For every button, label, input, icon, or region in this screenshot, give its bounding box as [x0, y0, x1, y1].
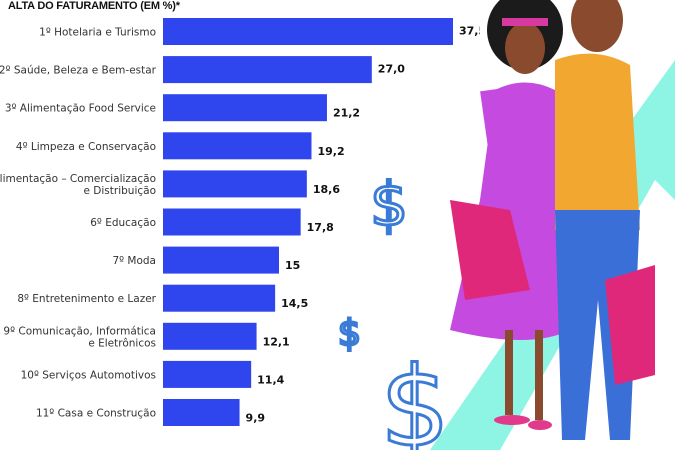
data-label: 17,8 — [307, 221, 334, 234]
category-label: 2º Saúde, Beleza e Bem-estar — [0, 65, 157, 77]
bar — [163, 284, 276, 312]
bar — [163, 18, 453, 45]
data-label: 19,2 — [317, 145, 344, 158]
data-label: 37,5 — [459, 25, 480, 38]
growth-arrow-icon — [430, 60, 675, 450]
chart-title: ALTA DO FATURAMENTO (EM %)* — [8, 0, 180, 12]
bar — [163, 246, 279, 274]
data-label: 15 — [285, 259, 300, 272]
woman-figure — [450, 0, 570, 430]
data-label: 18,6 — [313, 183, 340, 196]
bar — [163, 360, 252, 388]
category-label: 10º Serviços Automotivos — [21, 369, 156, 381]
category-label: 6º Educação — [90, 217, 156, 229]
svg-text:$: $ — [338, 313, 361, 354]
category-label: 3º Alimentação Food Service — [5, 103, 156, 115]
data-label: 21,2 — [333, 107, 360, 120]
data-label: 27,0 — [378, 63, 405, 76]
bar — [163, 94, 327, 122]
bar — [163, 170, 307, 198]
data-label: 14,5 — [281, 297, 308, 310]
bar — [163, 56, 372, 84]
svg-text:$: $ — [370, 170, 408, 240]
bar — [163, 208, 301, 236]
bar — [163, 132, 312, 160]
category-label: 8º Entretenimento e Lazer — [17, 293, 156, 305]
dollar-sign-icon: $ $ $ — [337, 169, 452, 450]
data-label: 12,1 — [263, 335, 290, 348]
category-label: 11º Casa e Construção — [36, 408, 156, 420]
category-label: 9º Comunicação, Informática e Eletrônicos — [3, 325, 156, 349]
illustration: $ $ $ — [337, 0, 675, 450]
bar-chart: 37,5 1º Hotelaria e Turismo 27,0 2º Saúde, … — [0, 18, 480, 426]
bar — [163, 322, 257, 350]
bar — [163, 399, 240, 426]
data-label: 11,4 — [257, 373, 284, 386]
data-label: 9,9 — [246, 412, 266, 425]
man-figure — [555, 0, 655, 440]
svg-text:$: $ — [380, 343, 450, 450]
category-label: 7º Moda — [112, 255, 156, 267]
category-label: 4º Limpeza e Conservação — [16, 141, 156, 153]
category-label: 1º Hotelaria e Turismo — [39, 27, 156, 39]
